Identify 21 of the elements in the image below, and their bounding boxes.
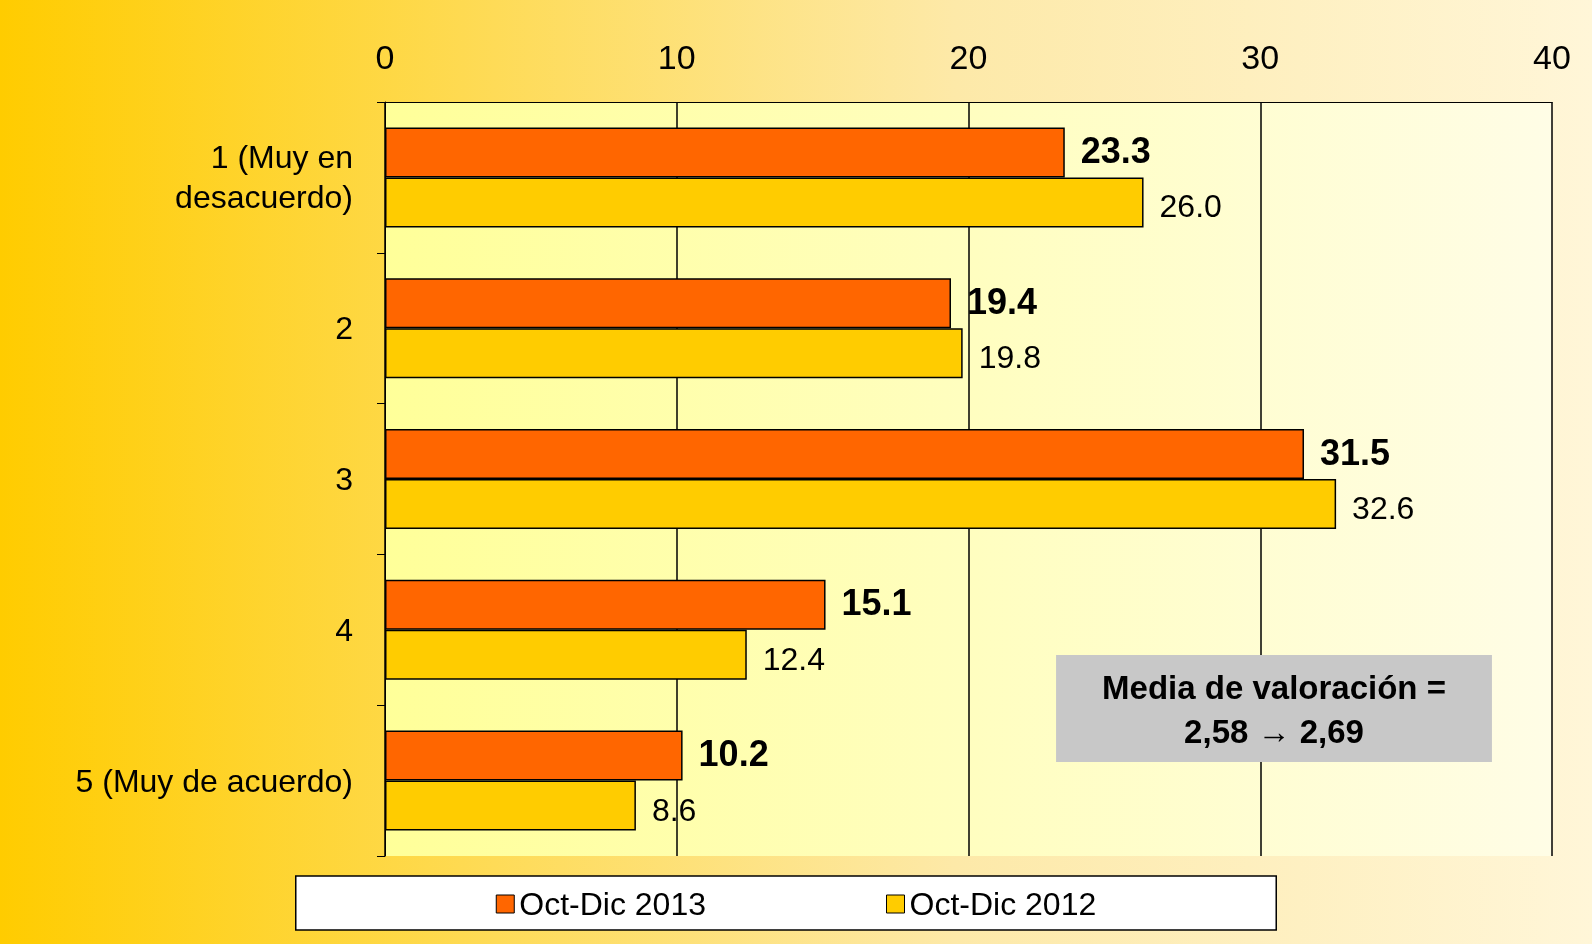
text: 10.2 — [698, 733, 769, 775]
y-tick-label: 4 — [335, 611, 353, 648]
annotation: Media de valoración = 2,58 → 2,69 — [1102, 668, 1446, 750]
text: 12.4 — [762, 640, 826, 677]
legend-label: Oct-Dic 2012 — [909, 886, 1097, 922]
x-tick-label: 30 — [1241, 38, 1280, 76]
x-tick-label: 40 — [1533, 38, 1571, 76]
text: 23.3 — [1080, 129, 1151, 171]
legend-label: Oct-Dic 2013 — [519, 886, 706, 922]
y-tick-label: 5 (Muy de acuerdo) — [75, 762, 353, 799]
text: 31.5 — [1320, 431, 1391, 473]
y-tick-label: 2 — [335, 310, 353, 347]
text: 26.0 — [1159, 188, 1222, 225]
text: 32.6 — [1352, 490, 1415, 526]
x-tick-label: 0 — [375, 38, 395, 76]
text: 15.1 — [841, 582, 912, 624]
x-tick-label: 20 — [949, 38, 988, 76]
y-tick-label: 3 — [335, 461, 353, 497]
x-tick-label: 10 — [657, 38, 696, 76]
y-tick-label: 1 (Muy en desacuerdo) — [175, 139, 353, 216]
text: 19.8 — [978, 339, 1041, 376]
